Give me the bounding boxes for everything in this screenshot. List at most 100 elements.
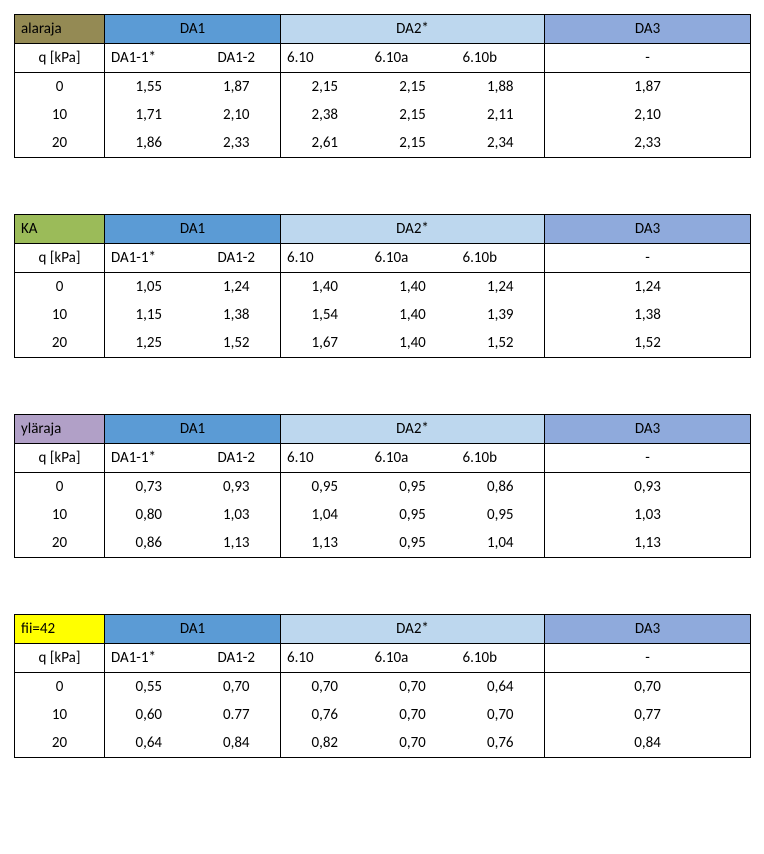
cell-da2-1: 0,82 xyxy=(281,729,369,758)
subheader-da2-3: 6.10b xyxy=(457,44,545,73)
table-row: 201,862,332,612,152,342,33 xyxy=(15,129,751,158)
cell-da2-3: 0,70 xyxy=(457,701,545,729)
subheader-da2-3: 6.10b xyxy=(457,444,545,473)
header-da3: DA3 xyxy=(545,15,751,44)
cell-q: 0 xyxy=(15,73,105,102)
cell-q: 20 xyxy=(15,729,105,758)
cell-da1-1: 1,86 xyxy=(105,129,193,158)
cell-da2-3: 1,04 xyxy=(457,529,545,558)
cell-da3: 0,84 xyxy=(545,729,751,758)
table-row: 00,550,700,700,700,640,70 xyxy=(15,673,751,702)
cell-q: 10 xyxy=(15,301,105,329)
header-da2: DA2* xyxy=(281,615,545,644)
header-da3: DA3 xyxy=(545,615,751,644)
cell-da2-1: 2,38 xyxy=(281,101,369,129)
cell-da2-1: 0,95 xyxy=(281,473,369,502)
cell-da1-1: 1,55 xyxy=(105,73,193,102)
cell-da3: 1,87 xyxy=(545,73,751,102)
cell-da1-2: 1,52 xyxy=(193,329,281,358)
table-row: 00,730,930,950,950,860,93 xyxy=(15,473,751,502)
cell-q: 20 xyxy=(15,129,105,158)
cell-da2-1: 2,61 xyxy=(281,129,369,158)
cell-q: 0 xyxy=(15,473,105,502)
cell-q: 20 xyxy=(15,329,105,358)
subheader-da1-1: DA1-1* xyxy=(105,44,193,73)
table-row: 100,600.770,760,700,700,77 xyxy=(15,701,751,729)
cell-da1-1: 0,80 xyxy=(105,501,193,529)
subheader-q: q [kPa] xyxy=(15,44,105,73)
cell-da3: 1,52 xyxy=(545,329,751,358)
table-row: 01,551,872,152,151,881,87 xyxy=(15,73,751,102)
table-row: 101,712,102,382,152,112,10 xyxy=(15,101,751,129)
cell-da2-1: 0,76 xyxy=(281,701,369,729)
cell-da2-2: 1,40 xyxy=(369,329,457,358)
cell-da1-1: 1,15 xyxy=(105,301,193,329)
cell-da1-1: 1,05 xyxy=(105,273,193,302)
cell-da2-3: 1,39 xyxy=(457,301,545,329)
cell-da2-2: 0,95 xyxy=(369,473,457,502)
cell-da2-2: 0,70 xyxy=(369,701,457,729)
subheader-da1-1: DA1-1* xyxy=(105,244,193,273)
cell-da2-3: 0,86 xyxy=(457,473,545,502)
cell-da2-2: 0,70 xyxy=(369,729,457,758)
header-da2: DA2* xyxy=(281,415,545,444)
cell-da3: 2,33 xyxy=(545,129,751,158)
subheader-da2-1: 6.10 xyxy=(281,444,369,473)
cell-da2-3: 1,52 xyxy=(457,329,545,358)
tables-container: alarajaDA1DA2*DA3q [kPa]DA1-1*DA1-26.106… xyxy=(14,14,750,758)
cell-da2-3: 0,76 xyxy=(457,729,545,758)
subheader-q: q [kPa] xyxy=(15,444,105,473)
cell-da3: 0,77 xyxy=(545,701,751,729)
cell-da1-2: 2,10 xyxy=(193,101,281,129)
table-row: 01,051,241,401,401,241,24 xyxy=(15,273,751,302)
cell-q: 10 xyxy=(15,101,105,129)
cell-da1-1: 0,64 xyxy=(105,729,193,758)
cell-q: 10 xyxy=(15,701,105,729)
data-table: ylärajaDA1DA2*DA3q [kPa]DA1-1*DA1-26.106… xyxy=(14,414,751,558)
table-row: 200,640,840,820,700,760,84 xyxy=(15,729,751,758)
cell-da2-1: 1,13 xyxy=(281,529,369,558)
cell-da3: 0,93 xyxy=(545,473,751,502)
cell-da2-3: 1,24 xyxy=(457,273,545,302)
cell-da1-1: 0,60 xyxy=(105,701,193,729)
subheader-da1-1: DA1-1* xyxy=(105,444,193,473)
table-row: 201,251,521,671,401,521,52 xyxy=(15,329,751,358)
cell-da1-1: 0,86 xyxy=(105,529,193,558)
table-row: 200,861,131,130,951,041,13 xyxy=(15,529,751,558)
subheader-da1-2: DA1-2 xyxy=(193,44,281,73)
subheader-da3: - xyxy=(545,644,751,673)
subheader-da3: - xyxy=(545,44,751,73)
corner-label: fii=42 xyxy=(15,615,105,644)
cell-da2-2: 1,40 xyxy=(369,273,457,302)
subheader-da1-2: DA1-2 xyxy=(193,644,281,673)
cell-da1-2: 0,84 xyxy=(193,729,281,758)
cell-da1-2: 1,13 xyxy=(193,529,281,558)
subheader-da2-1: 6.10 xyxy=(281,44,369,73)
data-table-block: KADA1DA2*DA3q [kPa]DA1-1*DA1-26.106.10a6… xyxy=(14,214,750,358)
cell-q: 20 xyxy=(15,529,105,558)
data-table-block: ylärajaDA1DA2*DA3q [kPa]DA1-1*DA1-26.106… xyxy=(14,414,750,558)
data-table: alarajaDA1DA2*DA3q [kPa]DA1-1*DA1-26.106… xyxy=(14,14,751,158)
cell-da2-1: 0,70 xyxy=(281,673,369,702)
table-row: 100,801,031,040,950,951,03 xyxy=(15,501,751,529)
cell-da1-2: 1,38 xyxy=(193,301,281,329)
cell-da1-1: 1,25 xyxy=(105,329,193,358)
header-da1: DA1 xyxy=(105,215,281,244)
subheader-da2-3: 6.10b xyxy=(457,644,545,673)
corner-label: yläraja xyxy=(15,415,105,444)
cell-da2-3: 0,95 xyxy=(457,501,545,529)
data-table: KADA1DA2*DA3q [kPa]DA1-1*DA1-26.106.10a6… xyxy=(14,214,751,358)
data-table-block: fii=42DA1DA2*DA3q [kPa]DA1-1*DA1-26.106.… xyxy=(14,614,750,758)
header-da3: DA3 xyxy=(545,415,751,444)
cell-da2-2: 0,70 xyxy=(369,673,457,702)
cell-q: 10 xyxy=(15,501,105,529)
header-da1: DA1 xyxy=(105,15,281,44)
cell-da2-1: 1,67 xyxy=(281,329,369,358)
subheader-da2-2: 6.10a xyxy=(369,244,457,273)
cell-da2-2: 2,15 xyxy=(369,101,457,129)
cell-da2-2: 2,15 xyxy=(369,129,457,158)
cell-da2-1: 2,15 xyxy=(281,73,369,102)
subheader-da2-1: 6.10 xyxy=(281,244,369,273)
cell-da1-1: 1,71 xyxy=(105,101,193,129)
corner-label: KA xyxy=(15,215,105,244)
